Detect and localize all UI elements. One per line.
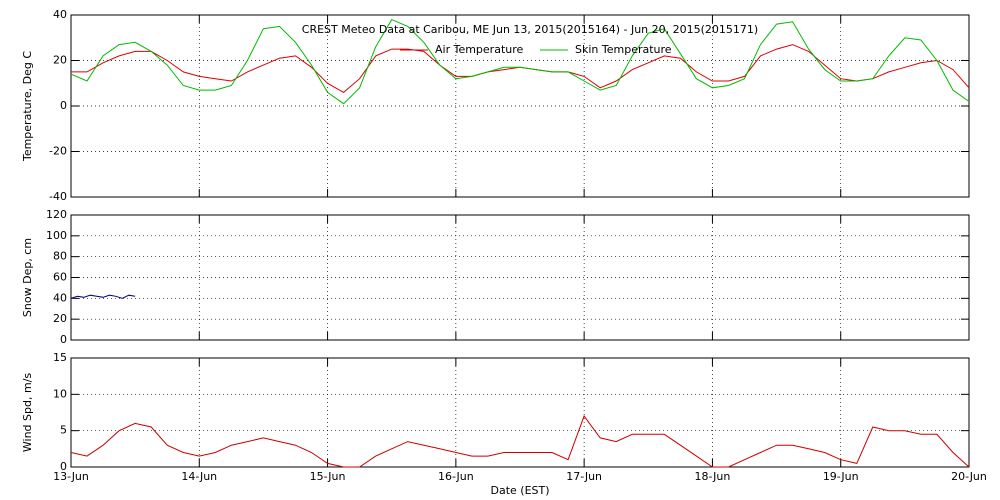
series-line <box>70 415 970 468</box>
y-tick-label: 0 <box>60 333 67 346</box>
y-tick-label: 20 <box>53 54 67 67</box>
x-tick-label: 13-Jun <box>53 470 89 483</box>
y-tick-label: -20 <box>49 145 67 158</box>
y-axis-label: Wind Spd, m/s <box>21 373 34 453</box>
y-tick-label: 120 <box>46 208 67 221</box>
y-tick-label: 0 <box>60 99 67 112</box>
y-tick-label: 80 <box>53 250 67 263</box>
x-axis-label: Date (EST) <box>490 484 549 497</box>
y-axis-label: Snow Dep, cm <box>21 238 34 317</box>
plot-frame <box>70 14 970 198</box>
plot-frame <box>70 357 970 468</box>
y-tick-label: 0 <box>60 460 67 473</box>
y-tick-label: 5 <box>60 424 67 437</box>
plot-frame <box>70 214 970 341</box>
legend-label: Air Temperature <box>435 43 524 56</box>
x-tick-label: 14-Jun <box>181 470 217 483</box>
y-tick-label: 100 <box>46 229 67 242</box>
series-line <box>70 18 970 105</box>
x-tick-label: 16-Jun <box>438 470 474 483</box>
y-tick-label: 40 <box>53 291 67 304</box>
y-tick-label: 15 <box>53 351 67 364</box>
y-tick-label: -40 <box>49 190 67 203</box>
x-tick-label: 20-Jun <box>951 470 987 483</box>
y-tick-label: 10 <box>53 387 67 400</box>
x-tick-label: 18-Jun <box>695 470 731 483</box>
legend-label: Skin Temperature <box>575 43 672 56</box>
series-line <box>70 294 136 299</box>
y-tick-label: 20 <box>53 312 67 325</box>
x-tick-label: 19-Jun <box>823 470 859 483</box>
y-tick-label: 40 <box>53 8 67 21</box>
y-tick-label: 60 <box>53 271 67 284</box>
y-axis-label: Temperature, Deg C <box>21 51 34 162</box>
chart-title: CREST Meteo Data at Caribou, ME Jun 13, … <box>302 23 758 36</box>
x-tick-label: 15-Jun <box>310 470 346 483</box>
x-tick-label: 17-Jun <box>566 470 602 483</box>
